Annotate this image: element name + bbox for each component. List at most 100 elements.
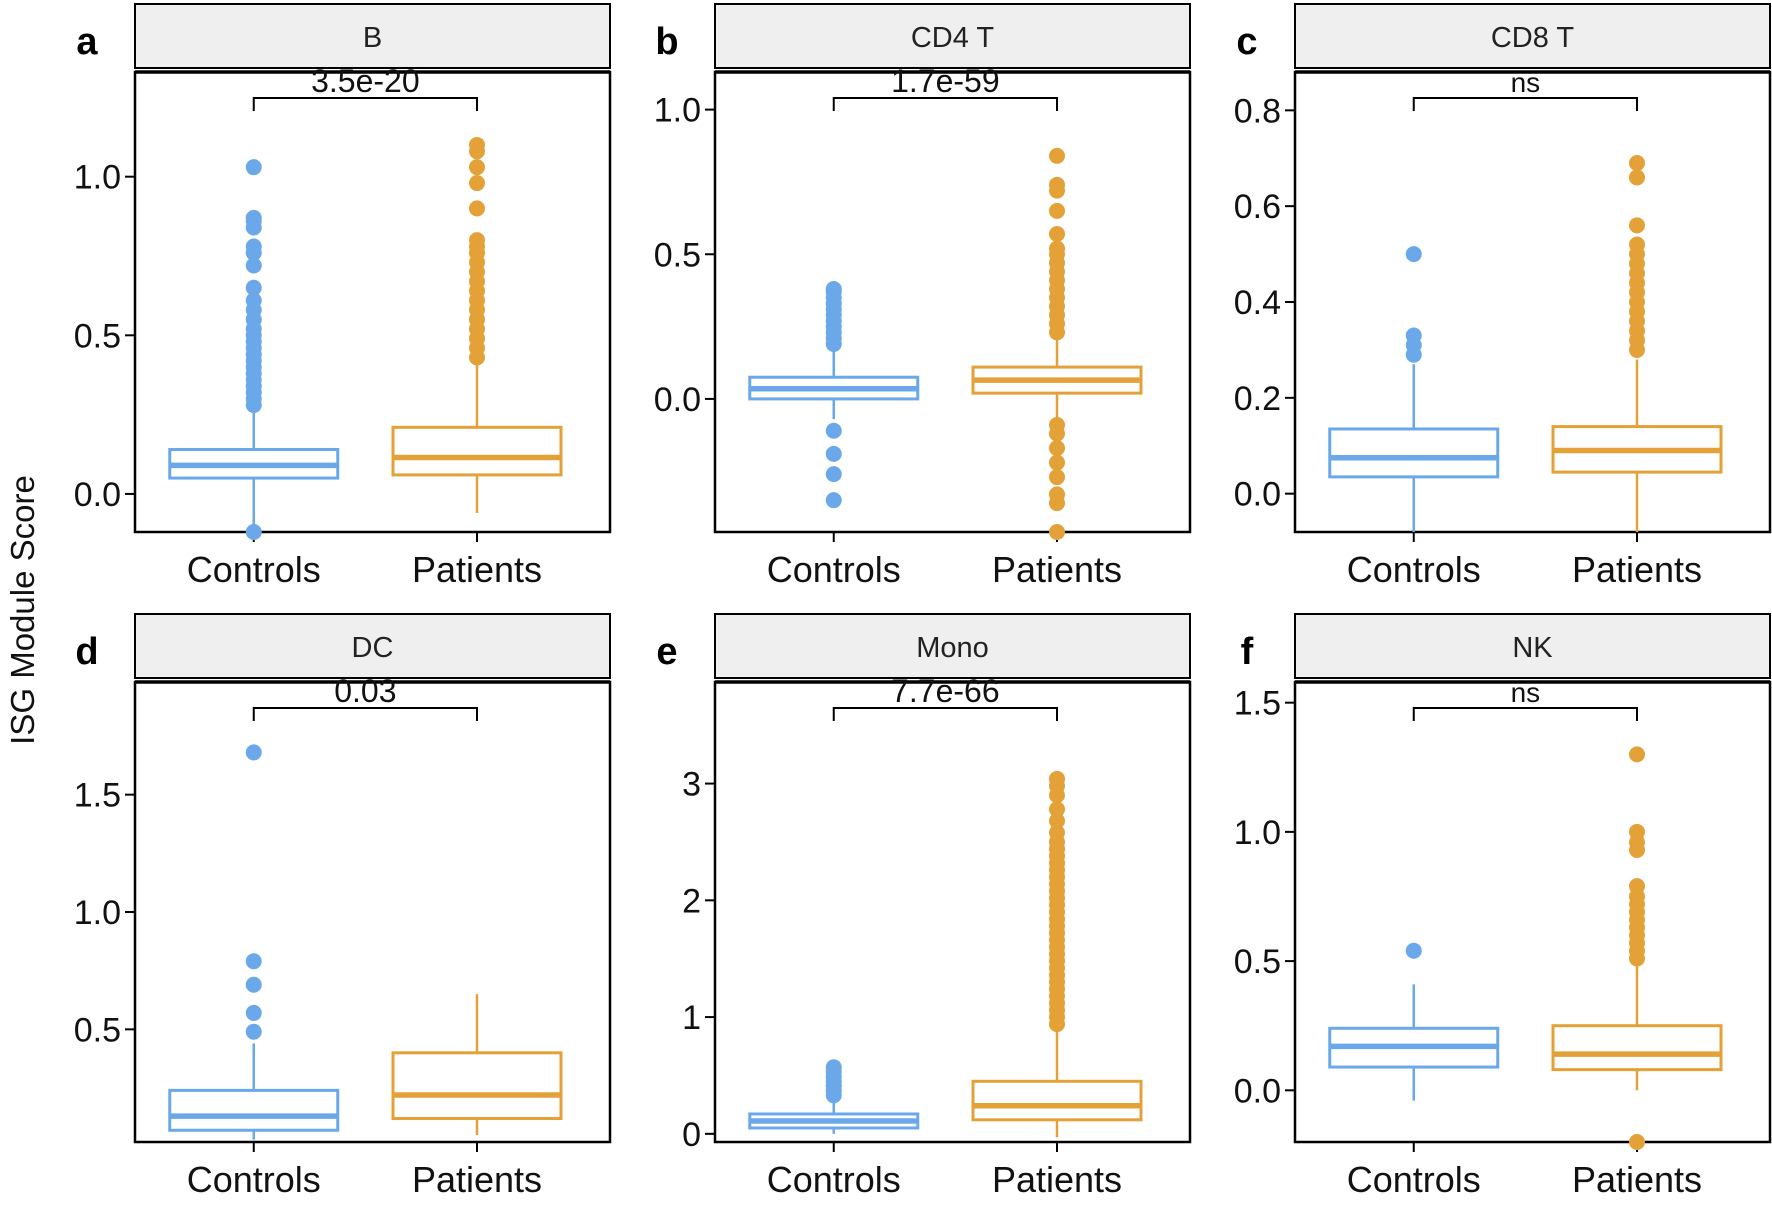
y-tick-label: 0.0 <box>1234 1072 1281 1110</box>
p-value-label: 1.7e-59 <box>891 63 1000 99</box>
box-patients <box>1551 155 1723 532</box>
significance-bracket <box>1412 97 1638 111</box>
outlier-point <box>1405 942 1422 959</box>
x-tick-label: Controls <box>1347 1159 1481 1200</box>
y-tick-label: 0.6 <box>1234 188 1281 226</box>
outlier-point <box>469 175 485 192</box>
significance-bracket <box>1412 707 1638 721</box>
panel-letter: d <box>75 631 98 673</box>
outlier-point <box>245 976 262 993</box>
box-controls <box>1328 942 1500 1101</box>
box-iqr <box>1328 427 1500 479</box>
box-iqr <box>1551 1024 1723 1072</box>
facet-title: Mono <box>916 632 989 664</box>
y-tick-label: 2 <box>682 882 701 920</box>
panels: a B 0.0 0.5 1.0 Controls Patients 3.5e-20 b CD4 T… <box>74 3 1772 1200</box>
y-tick-label: 1.0 <box>74 894 121 932</box>
significance-bracket <box>252 707 478 721</box>
y-tick-label: 1.5 <box>74 777 121 815</box>
box-controls <box>748 1059 920 1134</box>
outlier-point <box>1049 454 1065 471</box>
box-patients <box>971 770 1143 1138</box>
outlier-point <box>825 1059 842 1076</box>
outlier-point <box>469 200 485 217</box>
x-tick-label: Controls <box>187 1159 321 1200</box>
facet-strip <box>714 613 1191 679</box>
panel-b: b CD4 T 0.0 0.5 1.0 Controls Patients 1.7e-59 <box>654 3 1192 590</box>
outlier-point <box>1049 226 1065 243</box>
plot-frame <box>1293 680 1772 1144</box>
panel-letter: b <box>655 21 678 63</box>
significance-bracket <box>252 97 478 111</box>
facet-strip <box>134 613 611 679</box>
y-tick-label: 1 <box>682 999 701 1037</box>
y-tick-label: 1.0 <box>74 159 121 197</box>
x-tick-label: Patients <box>992 1159 1122 1200</box>
outlier-point <box>1049 202 1065 219</box>
y-tick-label: 3 <box>682 766 701 804</box>
x-tick-label: Patients <box>1572 1159 1702 1200</box>
x-tick-label: Patients <box>412 1159 542 1200</box>
p-value-label: ns <box>1511 677 1541 708</box>
x-tick-label: Patients <box>992 549 1122 590</box>
outlier-point <box>1049 801 1065 818</box>
p-value-label: 0.03 <box>334 673 396 709</box>
y-axis-label: ISG Module Score <box>4 475 41 745</box>
outlier-point <box>1629 169 1645 186</box>
plot-frame <box>713 680 1192 1144</box>
panel-e: e Mono 0 1 2 3 Controls Patients 7.7e-66 <box>656 613 1192 1200</box>
outlier-point <box>1049 486 1065 503</box>
panel-letter: e <box>656 631 677 673</box>
outlier-point <box>245 279 262 296</box>
y-tick-label: 0 <box>682 1116 701 1154</box>
outlier-point <box>1405 327 1422 344</box>
outlier-point <box>245 1023 262 1040</box>
y-tick-label: 0.0 <box>1234 476 1281 514</box>
plot-frame <box>713 70 1192 534</box>
outlier-point <box>825 280 842 297</box>
outlier-point <box>825 492 842 509</box>
panel-a: a B 0.0 0.5 1.0 Controls Patients 3.5e-20 <box>74 3 612 590</box>
y-tick-label: 0.5 <box>654 236 701 274</box>
p-value-label: 7.7e-66 <box>891 673 1000 709</box>
outlier-point <box>1049 147 1065 164</box>
x-tick-label: Controls <box>187 549 321 590</box>
y-tick-label: 0.0 <box>654 381 701 419</box>
outlier-point <box>825 445 842 462</box>
box-controls <box>748 280 920 509</box>
box-patients <box>391 994 563 1135</box>
y-tick-label: 0.4 <box>1234 284 1281 322</box>
outlier-point <box>1049 524 1065 540</box>
outlier-point <box>245 238 262 255</box>
y-tick-label: 1.5 <box>1234 685 1281 723</box>
y-tick-label: 1.0 <box>1234 814 1281 852</box>
facet-strip <box>1294 3 1771 69</box>
facet-title: DC <box>352 632 394 664</box>
outlier-point <box>245 292 262 309</box>
y-tick-label: 1.0 <box>654 92 701 130</box>
outlier-point <box>1049 440 1065 457</box>
panel-letter: c <box>1236 21 1257 63</box>
outlier-point <box>1629 823 1645 840</box>
facet-strip <box>1294 613 1771 679</box>
facet-title: CD4 T <box>911 22 995 54</box>
outlier-point <box>1049 770 1065 787</box>
significance-bracket <box>832 707 1058 721</box>
box-iqr <box>971 1079 1143 1122</box>
box-iqr <box>391 425 563 477</box>
outlier-point <box>469 136 485 153</box>
outlier-point <box>825 466 842 483</box>
outlier-point <box>245 953 262 970</box>
plot-frame <box>1293 70 1772 534</box>
y-tick-label: 0.5 <box>1234 943 1281 981</box>
outlier-point <box>1049 812 1065 829</box>
facet-title: CD8 T <box>1491 22 1575 54</box>
y-tick-label: 0.2 <box>1234 380 1281 418</box>
outlier-point <box>469 232 485 249</box>
box-iqr <box>168 1088 340 1132</box>
panel-letter: a <box>76 21 98 63</box>
facet-strip <box>714 3 1191 69</box>
box-patients <box>971 147 1143 540</box>
x-tick-label: Patients <box>1572 549 1702 590</box>
